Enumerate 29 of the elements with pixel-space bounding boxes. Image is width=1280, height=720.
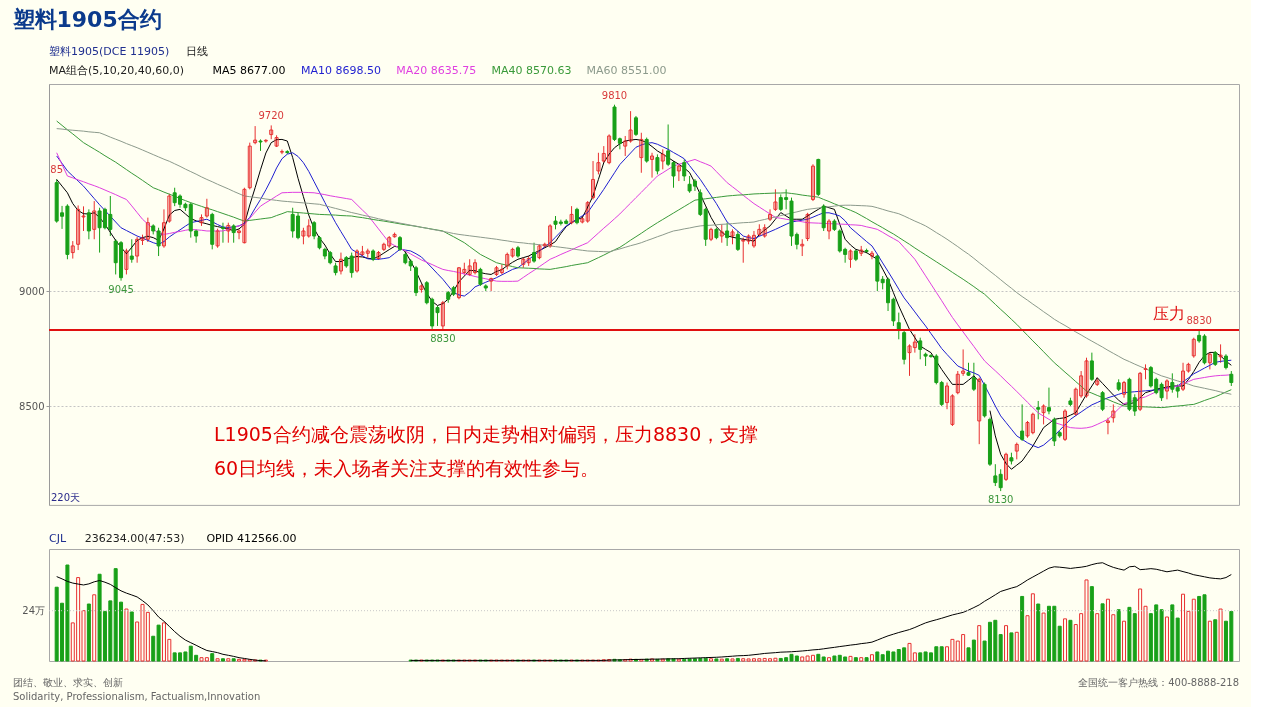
annotation: 60日均线，未入场者关注支撑的有效性参与。 [214,457,600,480]
annotation: 9810 [601,89,628,101]
annotation: L1905合约减仓震荡收阴，日内走势相对偏弱，压力8830，支撑 [214,423,759,446]
text: 全国统一客户热线：400-8888-218 [1078,677,1239,688]
text: MA20 8635.75 [396,64,477,77]
annotation: 85 [50,164,64,176]
chart-title: 塑料1905合约 [11,6,162,32]
text: MA10 8698.50 [301,64,381,77]
annotation: 9045 [108,283,134,295]
y-tick-label: 9000 [19,285,45,297]
text: OPID 412566.00 [206,532,297,545]
text: 塑料1905(DCE 11905) [49,45,170,58]
text: 团结、敬业、求实、创新 [13,677,123,688]
annotation: 8830 [1186,315,1212,327]
text: CJL [49,532,67,545]
text: MA组合(5,10,20,40,60,0) [49,64,185,77]
y-tick-label: 8500 [19,400,45,412]
text: 236234.00(47:53) [84,532,185,545]
ref-line-label: 24万 [22,604,45,616]
text: Solidarity, Professionalism, Factualism,Innovation [13,691,261,702]
annotation: 220天 [51,491,81,503]
annotation: 8830 [430,333,456,345]
annotation: 8130 [987,494,1014,506]
ref-line-label: 压力 [1153,304,1185,324]
annotation: 9720 [258,110,284,122]
text: MA40 8570.63 [491,64,572,77]
text: MA60 8551.00 [586,64,667,77]
text: 日线 [186,45,208,58]
text: MA5 8677.00 [212,64,286,77]
